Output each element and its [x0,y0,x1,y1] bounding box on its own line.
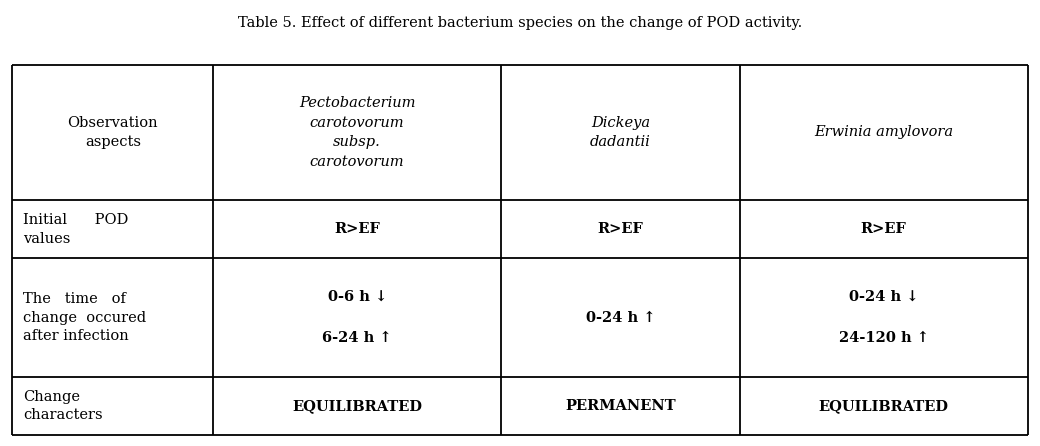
Text: 0-24 h ↑: 0-24 h ↑ [586,310,655,325]
Text: 0-6 h ↓

6-24 h ↑: 0-6 h ↓ 6-24 h ↑ [322,290,392,345]
Text: EQUILIBRATED: EQUILIBRATED [292,399,422,413]
Text: R>EF: R>EF [598,222,644,236]
Text: R>EF: R>EF [861,222,907,236]
Text: Table 5. Effect of different bacterium species on the change of POD activity.: Table 5. Effect of different bacterium s… [238,16,802,29]
Text: 0-24 h ↓

24-120 h ↑: 0-24 h ↓ 24-120 h ↑ [838,290,929,345]
Text: Initial      POD
values: Initial POD values [23,213,128,245]
Text: Erwinia amylovora: Erwinia amylovora [814,125,954,140]
Text: Change
characters: Change characters [23,390,103,422]
Text: R>EF: R>EF [334,222,380,236]
Text: Observation
aspects: Observation aspects [68,116,158,149]
Text: Pectobacterium
carotovorum
subsp.
carotovorum: Pectobacterium carotovorum subsp. caroto… [298,96,415,169]
Text: Dickeya
dadantii: Dickeya dadantii [590,116,651,149]
Text: EQUILIBRATED: EQUILIBRATED [818,399,948,413]
Text: PERMANENT: PERMANENT [565,399,676,413]
Text: The   time   of
change  occured
after infection: The time of change occured after infecti… [23,292,146,343]
